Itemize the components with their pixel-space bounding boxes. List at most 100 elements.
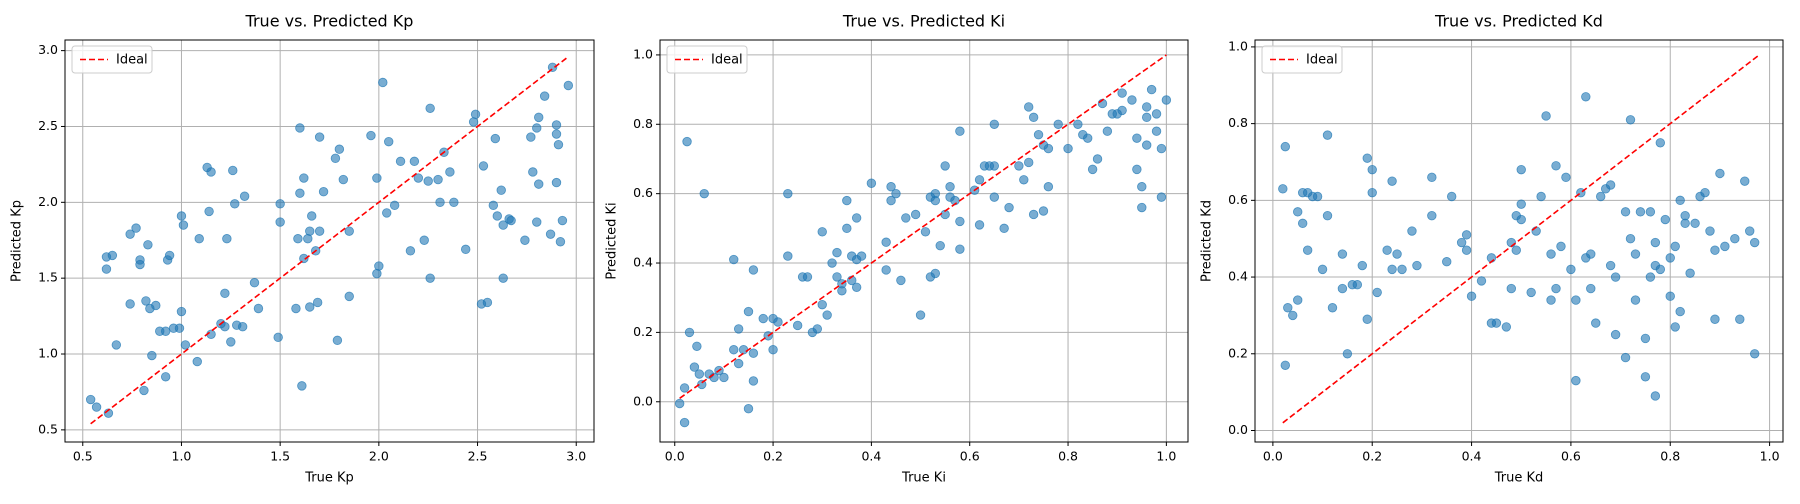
scatter-point [935,240,945,251]
scatter-point [1161,95,1172,105]
scatter-point [1367,164,1377,175]
scatter-point [314,132,325,142]
scatter-point [738,345,749,355]
scatter-point [1635,207,1646,217]
x-tick-label: 0.0 [665,449,685,464]
scatter-point [405,246,416,256]
y-tick-label: 0.6 [633,185,653,200]
scatter-point [1004,202,1014,213]
scatter-point [1412,260,1422,271]
scatter-point [425,273,435,283]
subplot: 0.5 1.0 1.5 2.0 2.5 3.0 0.5 1.0 1.5 2.0 2.5 3.0 Idea… [10,12,595,486]
scatter-point [338,174,349,185]
scatter-point [1280,141,1290,152]
scatter-point [1556,241,1566,252]
scatter-point [539,91,550,101]
scatter-point [557,215,568,226]
scatter-point [237,322,248,332]
scatter-point [1620,207,1631,217]
scatter-point [520,235,530,245]
scatter-point [748,265,759,275]
scatter-point [482,297,493,308]
scatter-point [748,348,759,358]
scatter-point [1280,360,1290,370]
scatter-point [1337,249,1348,259]
scatter-point [1073,119,1083,129]
scatter-point [1650,391,1661,401]
scatter-point [372,173,382,183]
scatter-point [378,77,388,88]
scatter-point [768,345,778,355]
scatter-point [228,165,238,176]
scatter-point [1630,295,1641,305]
scatter-point [1720,241,1730,252]
scatter-point [445,167,455,177]
scatter-point [719,372,729,383]
scatter-point [1605,180,1616,190]
scatter-point [1705,226,1715,236]
x-tick-label: 0.5 [73,449,93,464]
scatter-point [1730,233,1740,244]
scatter-point [1625,115,1636,125]
scatter-point [249,278,260,288]
scatter-point [111,340,122,350]
scatter-point [1625,233,1636,244]
scatter-point [553,139,564,150]
scatter-point [1650,237,1661,248]
scatter-point [881,237,891,247]
scatter-point [1596,191,1606,202]
scatter-point [832,247,842,258]
x-tick-label: 1.0 [1760,449,1780,464]
scatter-point [160,326,171,336]
scatter-point [1397,264,1407,275]
scatter-point [374,261,384,271]
scatter-point [1710,314,1720,324]
scatter-point [1146,84,1157,95]
scatter-point [694,369,705,379]
scatter-point [1461,245,1472,255]
scatter-point [697,379,707,390]
chart-title: True vs. Predicted Kp [245,12,414,31]
scatter-point [532,217,542,227]
scatter-point [1102,126,1113,136]
scatter-point [1382,245,1392,255]
scatter-point [1024,157,1034,168]
scatter-point [305,226,315,236]
scatter-point [101,264,112,274]
y-tick-label: 0.4 [633,255,653,270]
scatter-point [551,177,562,188]
scatter-point [915,310,926,320]
scatter-point [1053,119,1063,129]
scatter-point [1536,191,1546,202]
scatter-point [1038,206,1049,216]
scatter-point [344,291,354,302]
scatter-point [506,215,516,226]
scatter-point [496,185,506,195]
scatter-point [419,235,429,245]
scatter-point [534,112,544,123]
scatter-point [1087,164,1098,175]
scatter-point [1302,245,1313,255]
scatter-point [866,178,877,188]
scatter-point [689,362,700,372]
scatter-point [1362,314,1372,324]
scatter-point [1740,176,1750,186]
scatter-point [974,175,985,185]
scatter-point [435,197,445,208]
scatter-point [856,251,867,261]
scatter-point [1749,349,1760,359]
scatter-point [293,234,303,244]
x-tick-label: 3.0 [566,449,586,464]
x-tick-label: 0.6 [1561,449,1581,464]
scatter-point [679,417,690,428]
scatter-point [1043,143,1054,154]
scatter-point [1132,133,1142,143]
scatter-point [318,186,329,197]
scatter-point [955,244,965,254]
scatter-point [366,130,376,141]
axes-frame [64,39,595,443]
scatter-point [783,188,793,199]
scatter-point [490,133,501,144]
scatter-point [409,156,420,167]
